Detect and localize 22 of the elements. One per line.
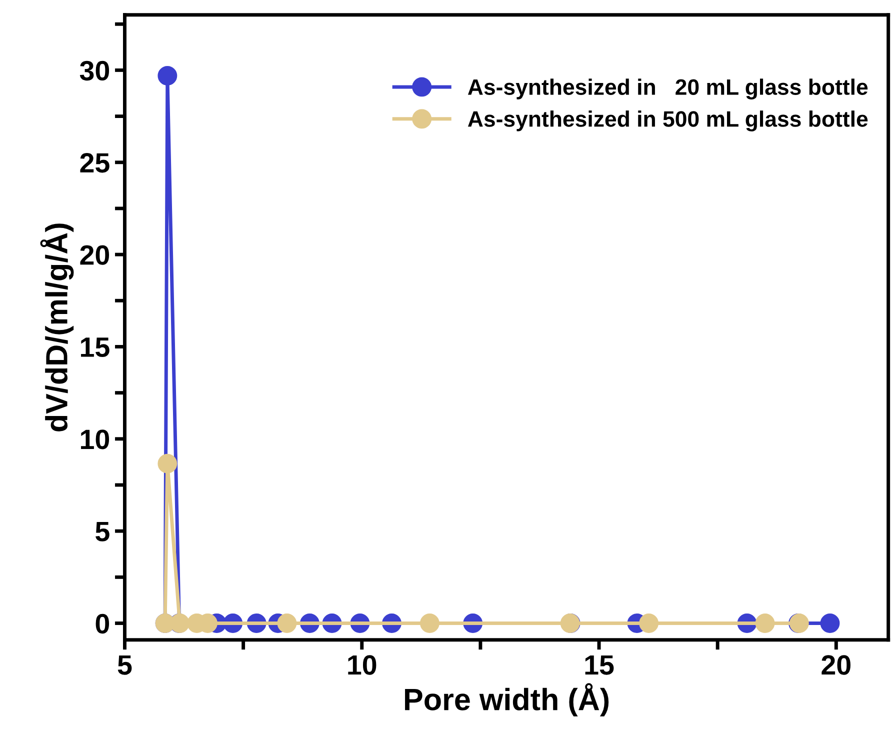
point: [277, 614, 297, 633]
point: [639, 614, 659, 633]
legend-label: As-synthesized in 500 mL glass bottle: [468, 110, 868, 132]
y-tick-label: 30: [80, 60, 110, 81]
x-tick-label: 10: [348, 655, 376, 675]
point: [158, 454, 178, 474]
point: [755, 614, 775, 633]
y-tick-label: 10: [81, 430, 110, 450]
x-tick-label: 15: [585, 655, 614, 675]
y-tick-label: 0: [96, 614, 110, 634]
y-tick-label: 15: [81, 338, 110, 358]
x-tick-label: 5: [118, 655, 132, 675]
x-tick-label: 20: [822, 655, 850, 675]
x-axis-title: Pore width (Å): [405, 683, 609, 716]
y-tick-label: 25: [80, 153, 110, 173]
y-axis-title: dV/dD/(ml/g/Å): [40, 224, 74, 432]
point: [420, 614, 440, 633]
point: [820, 614, 840, 633]
y-tick-label: 5: [96, 522, 110, 542]
legend-label: As-synthesized in 20 mL glass bottle: [468, 78, 868, 100]
point: [158, 66, 178, 86]
y-tick-label: 20: [80, 245, 110, 265]
